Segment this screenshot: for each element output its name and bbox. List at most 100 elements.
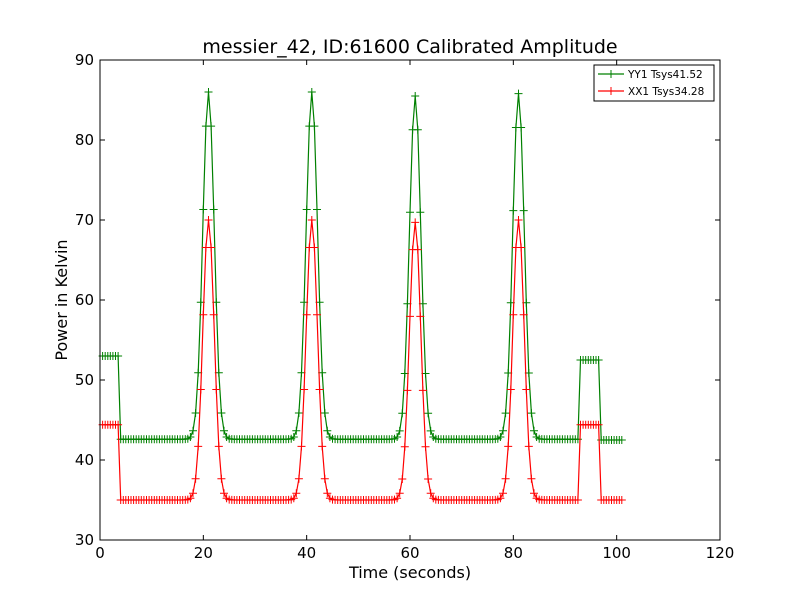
series-1 <box>98 216 626 504</box>
data-point <box>501 474 510 483</box>
legend-marker <box>607 70 615 78</box>
data-point <box>214 442 223 451</box>
data-point <box>411 218 420 227</box>
data-point <box>522 385 531 394</box>
data-point <box>411 92 420 100</box>
data-point <box>617 496 626 504</box>
data-point <box>530 489 538 498</box>
data-point <box>289 494 298 503</box>
data-point <box>302 310 311 319</box>
data-point <box>300 385 309 394</box>
data-point <box>189 489 197 498</box>
data-point <box>509 206 518 215</box>
plot-area <box>100 60 720 540</box>
data-point <box>413 125 422 134</box>
data-point <box>413 245 422 254</box>
data-point <box>573 496 582 504</box>
data-point <box>310 122 319 131</box>
data-point <box>302 205 311 214</box>
y-tick-label: 40 <box>75 451 94 469</box>
data-point <box>426 426 435 435</box>
chart-title: messier_42, ID:61600 Calibrated Amplitud… <box>202 36 617 58</box>
data-point <box>191 474 200 483</box>
data-point <box>496 433 505 441</box>
data-point <box>294 409 303 417</box>
data-point <box>292 489 301 498</box>
y-tick-label: 80 <box>75 131 94 149</box>
data-point <box>524 442 533 451</box>
plot-frame <box>99 59 721 541</box>
data-point <box>310 243 319 252</box>
data-point <box>289 433 298 441</box>
data-point <box>217 474 226 483</box>
data-point <box>307 216 316 224</box>
data-point <box>514 216 523 224</box>
series-layer <box>98 88 626 504</box>
data-point <box>207 243 216 252</box>
data-point <box>209 310 218 319</box>
legend-label: XX1 Tsys34.28 <box>628 86 704 98</box>
y-tick-label: 70 <box>75 211 94 229</box>
data-point <box>398 409 407 418</box>
data-point <box>416 312 425 321</box>
data-point <box>297 442 306 451</box>
data-point <box>186 433 195 441</box>
data-point <box>204 88 213 96</box>
data-point <box>398 475 407 483</box>
data-point <box>189 426 197 435</box>
data-point <box>318 442 327 451</box>
x-tick-label: 120 <box>706 544 735 562</box>
data-point <box>499 426 507 435</box>
data-point <box>196 385 205 394</box>
data-point <box>501 409 510 418</box>
data-point <box>220 489 228 498</box>
data-point <box>207 122 216 131</box>
data-point <box>527 409 536 418</box>
data-point <box>424 409 433 418</box>
data-point <box>204 216 213 224</box>
data-point <box>395 489 404 498</box>
x-tick-label: 40 <box>297 544 316 562</box>
data-point <box>292 426 301 435</box>
data-point <box>393 494 402 503</box>
data-point <box>594 356 603 364</box>
data-point <box>313 205 321 214</box>
y-tick-label: 50 <box>75 371 94 389</box>
data-point <box>406 208 414 217</box>
y-tick-label: 30 <box>75 531 94 549</box>
data-point <box>594 420 603 429</box>
data-point <box>315 385 324 394</box>
y-tick-label: 60 <box>75 291 94 309</box>
y-axis-label: Power in Kelvin <box>52 239 71 360</box>
data-point <box>527 474 536 483</box>
legend: YY1 Tsys41.52 XX1 Tsys34.28 <box>593 64 715 102</box>
data-point <box>517 123 526 132</box>
data-point <box>217 409 226 417</box>
data-point <box>424 475 433 483</box>
data-point <box>395 426 404 435</box>
x-tick-label: 0 <box>95 544 105 562</box>
data-point <box>114 352 123 360</box>
data-point <box>426 489 435 498</box>
data-point <box>504 442 513 451</box>
data-point <box>617 436 626 444</box>
data-point <box>323 426 332 435</box>
data-point <box>323 489 332 498</box>
x-tick-label: 80 <box>504 544 523 562</box>
data-point <box>191 409 200 417</box>
data-point <box>400 442 409 451</box>
data-point <box>499 489 507 498</box>
data-point <box>530 426 538 435</box>
data-point <box>294 474 303 483</box>
legend-label: YY1 Tsys41.52 <box>627 69 703 81</box>
data-point <box>114 420 123 429</box>
data-point <box>418 386 427 395</box>
x-tick-label: 100 <box>602 544 631 562</box>
data-point <box>313 310 321 319</box>
legend-box <box>593 64 715 102</box>
legend-entries: YY1 Tsys41.52 XX1 Tsys34.28 <box>598 69 704 98</box>
data-point <box>416 208 425 217</box>
data-point <box>393 433 402 441</box>
data-point <box>403 386 412 395</box>
legend-marker <box>607 87 615 95</box>
